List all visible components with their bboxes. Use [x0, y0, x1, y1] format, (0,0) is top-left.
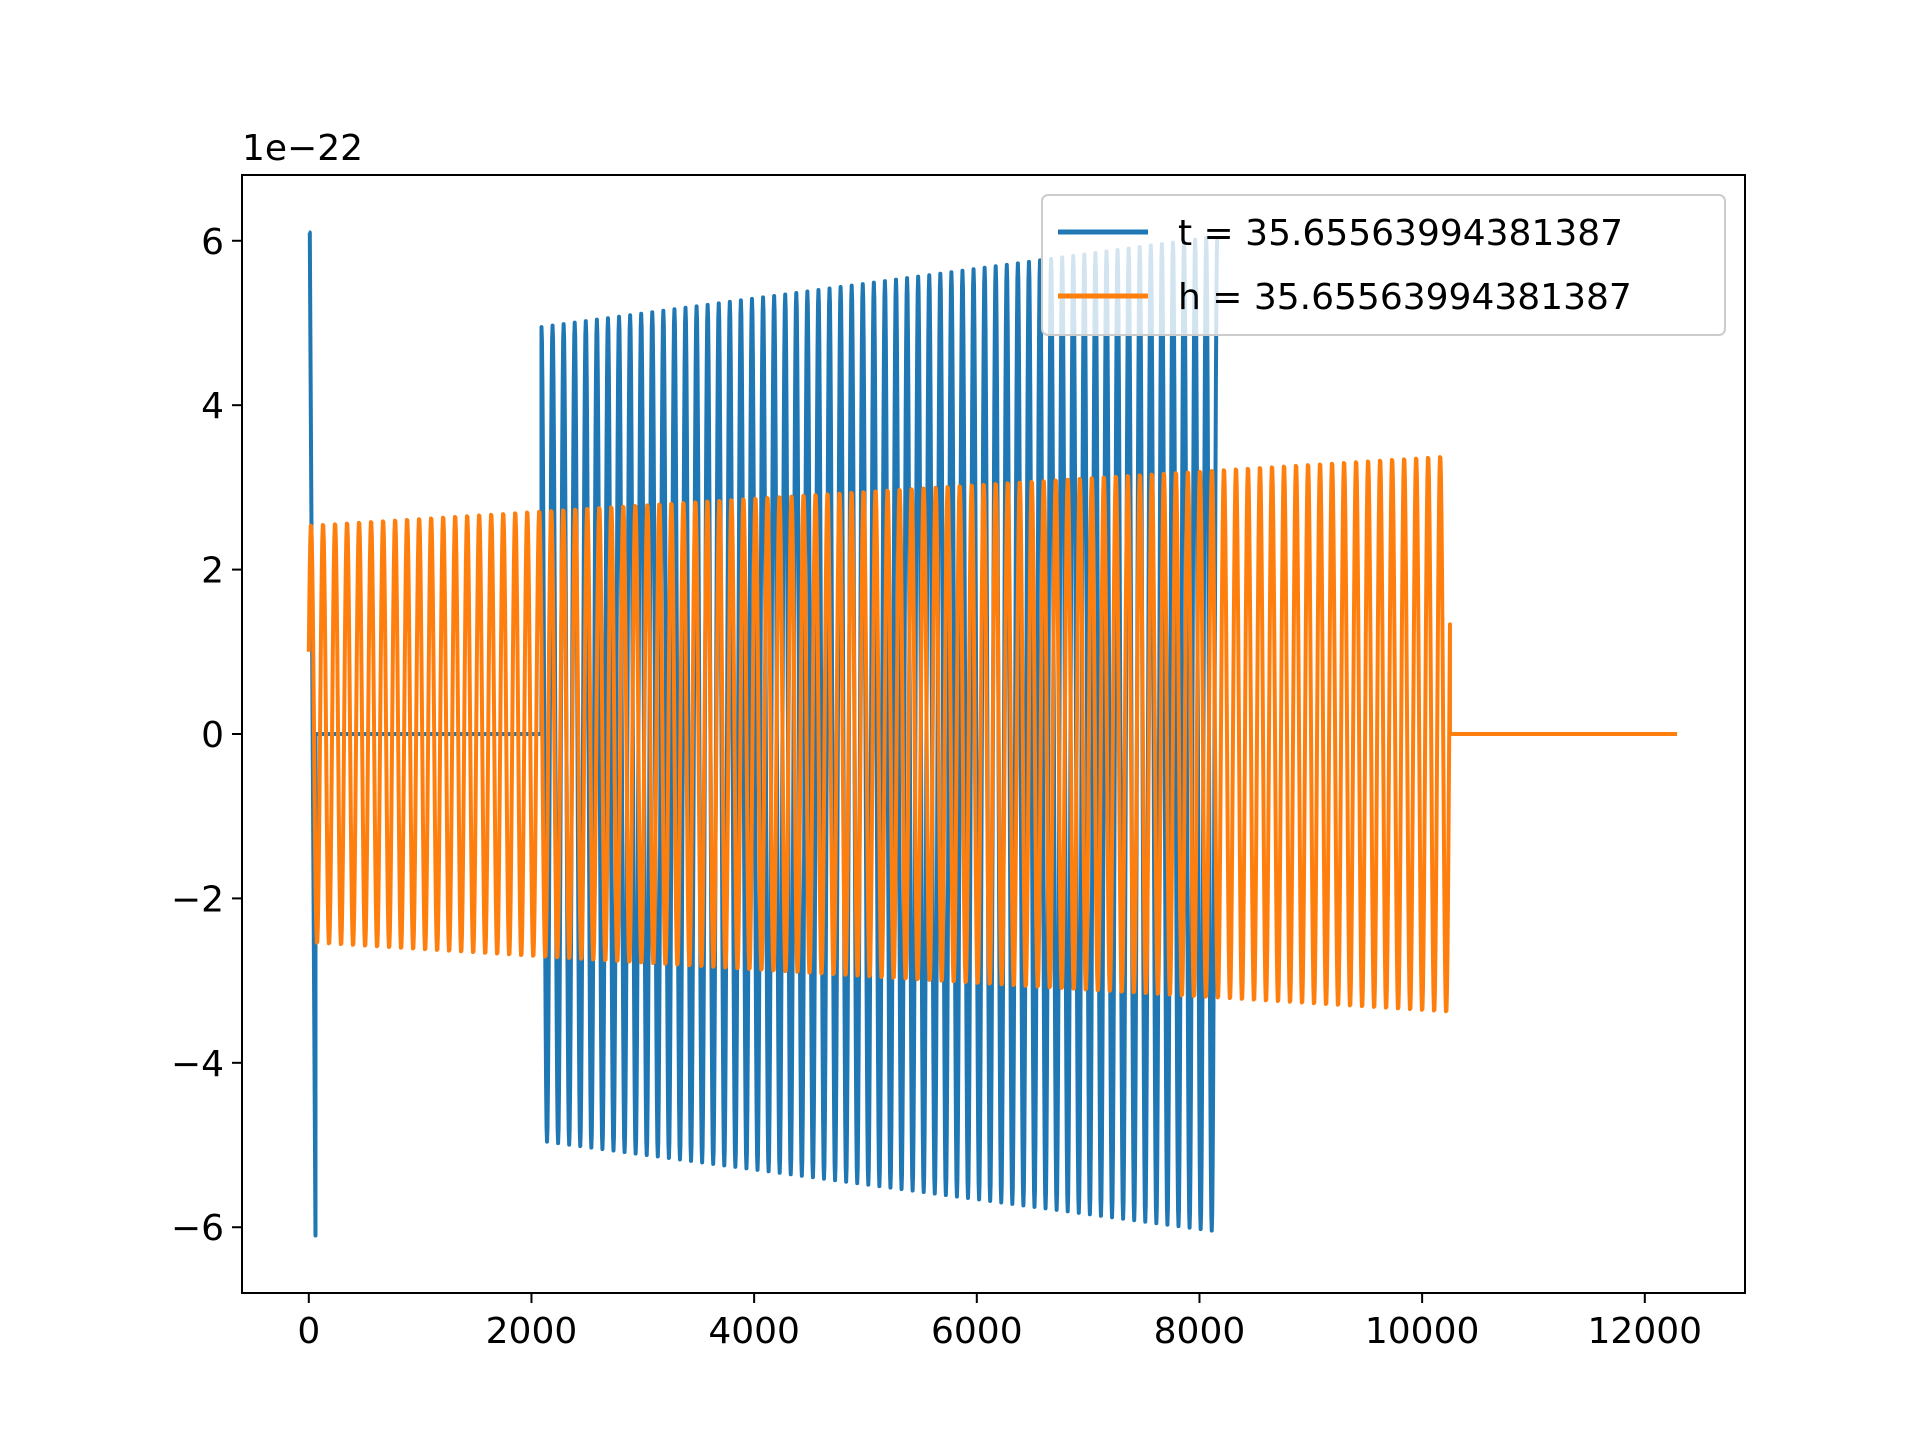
- series-layer: [306, 230, 1678, 1238]
- x-tick-label: 12000: [1588, 1311, 1703, 1352]
- legend-label-h: h = 35.65563994381387: [1178, 277, 1632, 318]
- series-line-h: [306, 455, 1678, 1014]
- x-tick-label: 6000: [931, 1311, 1023, 1352]
- y-tick-label: 4: [201, 386, 224, 427]
- x-tick-label: 0: [297, 1311, 320, 1352]
- y-tick-label: 0: [201, 715, 224, 756]
- legend-box: [1041, 194, 1726, 336]
- legend: t = 35.65563994381387 h = 35.65563994381…: [1041, 194, 1726, 336]
- x-tick-label: 2000: [486, 1311, 578, 1352]
- x-tick-label: 10000: [1365, 1311, 1480, 1352]
- x-tick-label: 8000: [1154, 1311, 1246, 1352]
- y-tick-label: 6: [201, 222, 224, 263]
- y-axis-ticks: −6 −4 −2 0 2 4 6: [171, 222, 242, 1249]
- y-tick-label: −6: [171, 1208, 224, 1249]
- legend-label-t: t = 35.65563994381387: [1178, 213, 1623, 254]
- x-tick-label: 4000: [708, 1311, 800, 1352]
- y-axis-offset-label: 1e−22: [242, 128, 363, 169]
- y-tick-label: −2: [171, 879, 224, 920]
- y-tick-label: −4: [171, 1044, 224, 1085]
- y-tick-label: 2: [201, 551, 224, 592]
- x-axis-ticks: 0 2000 4000 6000 8000 10000 12000: [297, 1293, 1702, 1352]
